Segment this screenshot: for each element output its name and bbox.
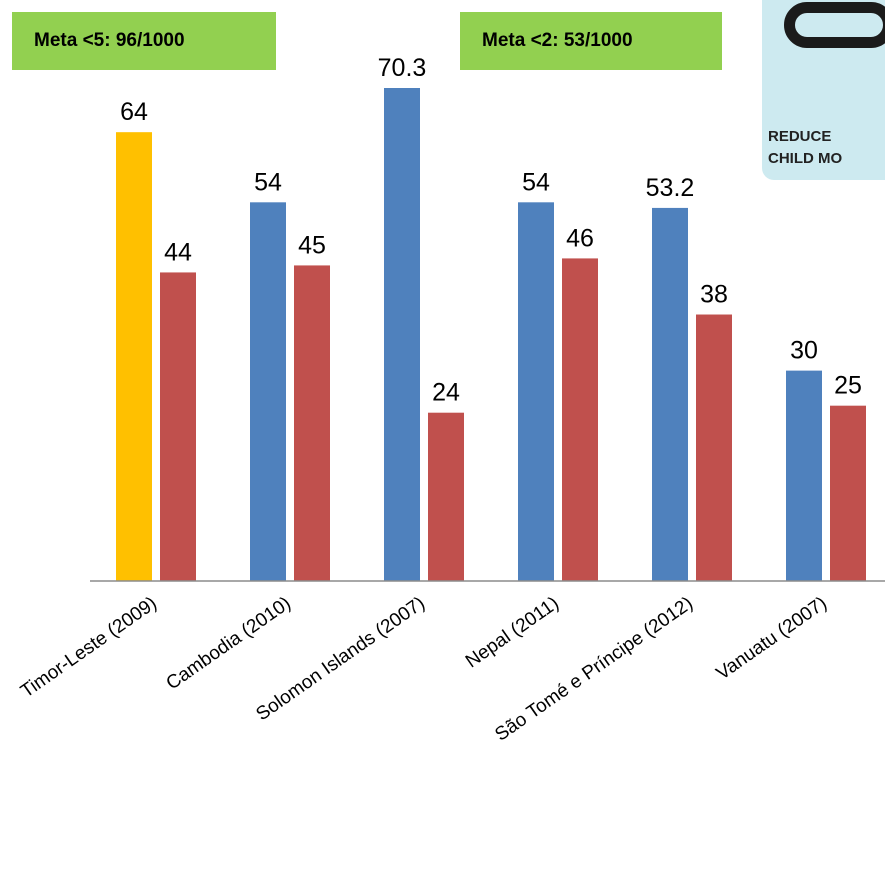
bar-s2-4 xyxy=(562,258,598,581)
mdg-goal-icon xyxy=(784,2,885,48)
bar-s2-3 xyxy=(428,413,464,581)
bar-s1-5 xyxy=(652,208,688,581)
mdg-badge: REDUCE CHILD MO xyxy=(762,0,885,180)
bar-s1-1 xyxy=(116,132,152,581)
value-label-s2-5: 38 xyxy=(700,281,728,309)
value-label-s2-4: 46 xyxy=(566,224,594,252)
bar-s1-2 xyxy=(250,202,286,581)
bar-s1-4 xyxy=(518,202,554,581)
value-label-s1-5: 53.2 xyxy=(646,174,695,202)
category-label-1: Timor-Leste (2009) xyxy=(17,593,161,702)
value-label-s1-2: 54 xyxy=(254,168,282,196)
category-label-2: Cambodia (2010) xyxy=(163,593,295,694)
value-label-s2-3: 24 xyxy=(432,379,460,407)
value-label-s2-6: 25 xyxy=(834,372,862,400)
value-label-s1-3: 70.3 xyxy=(378,54,427,82)
category-labels-layer: Timor-Leste (2009) Cambodia (2010)Solomon… xyxy=(17,593,831,746)
bar-s2-5 xyxy=(696,315,732,581)
value-label-s2-2: 45 xyxy=(298,231,326,259)
category-label-4: Nepal (2011) xyxy=(462,593,563,672)
bar-s1-3 xyxy=(384,88,420,581)
bar-s2-2 xyxy=(294,265,330,581)
badge-line1: REDUCE xyxy=(768,128,831,145)
meta-under5-box: Meta <5: 96/1000 xyxy=(12,12,276,70)
bar-s2-1 xyxy=(160,272,196,581)
meta-under2-box: Meta <2: 53/1000 xyxy=(460,12,722,70)
badge-line2: CHILD MO xyxy=(768,150,842,167)
value-labels-layer: 64 44 54 45 70.3 24 54 46 53.2 38 30 25 xyxy=(120,54,862,407)
value-label-s1-6: 30 xyxy=(790,337,818,365)
bar-s2-6 xyxy=(830,406,866,581)
bars-layer xyxy=(116,88,866,581)
value-label-s1-1: 64 xyxy=(120,98,148,126)
category-label-6: Vanuatu (2007) xyxy=(713,593,831,685)
value-label-s2-1: 44 xyxy=(164,238,192,266)
value-label-s1-4: 54 xyxy=(522,168,550,196)
bar-s1-6 xyxy=(786,371,822,581)
